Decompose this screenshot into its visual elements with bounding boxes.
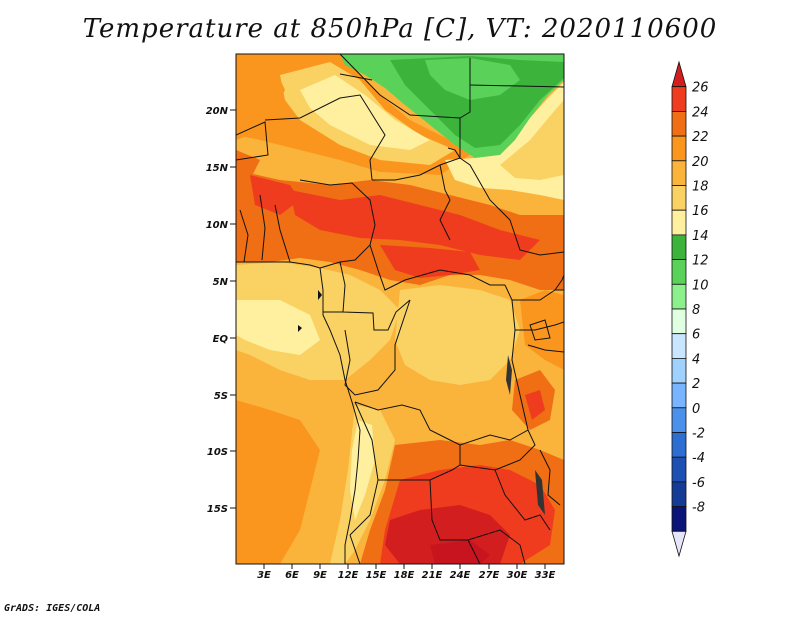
longitude-axis: 3E 6E 9E 12E 15E 18E 21E 24E 27E 30E 33E [257,564,556,581]
colorbar-label-15: -4 [692,451,705,466]
colorbar-swatch-2 [671,111,687,137]
field-east-18 [500,100,564,180]
colorbar-swatch-1 [671,86,687,112]
colorbar-label-0: 26 [692,81,709,96]
lon-label-15e: 15E [366,570,387,581]
colorbar-swatch-17 [671,481,687,507]
field-southatlantic-22 [236,400,320,564]
colorbar-label-4: 18 [692,180,709,195]
colorbar-swatch-19 [671,530,687,558]
colorbar-swatch-3 [671,135,687,162]
field-west-24 [250,175,300,215]
lat-label-10s: 10S [207,447,228,458]
field-gulf-16 [236,300,320,355]
lon-label-3e: 3E [257,570,271,581]
colorbar-swatch-6 [671,209,687,236]
latitude-axis: 20N 15N 10N 5N EQ 5S 10S 15S [206,106,236,515]
colorbar-label-10: 6 [692,328,700,343]
lat-label-5s: 5S [214,391,228,402]
colorbar-label-16: -6 [692,476,705,491]
bioko-island [318,290,322,300]
colorbar-label-2: 22 [692,130,709,145]
colorbar-swatch-4 [671,160,687,186]
colorbar-label-1: 24 [692,105,709,120]
field-sahel-24 [290,190,540,260]
colorbar-swatch-16 [671,456,687,483]
lon-label-33e: 33E [535,570,556,581]
lake-tanganyika [506,355,512,395]
field-eastafrica-24 [525,390,545,420]
lat-label-20n: 20N [206,106,229,117]
colorbar-swatch-13 [671,382,687,409]
colorbar-swatch-0 [671,60,687,88]
footer-credit: GrADS: IGES/COLA [4,603,101,614]
colorbar-label-5: 16 [692,204,709,219]
colorbar-swatch-12 [671,357,687,384]
colorbar-swatch-18 [671,506,687,532]
colorbar-swatch-15 [671,432,687,458]
map-frame [235,53,565,565]
lon-label-9e: 9E [313,570,327,581]
colorbar-label-11: 4 [692,352,700,367]
colorbar-swatch-9 [671,283,687,310]
lon-label-30e: 30E [507,570,528,581]
colorbar-swatch-14 [671,407,687,433]
field-westsahara-20 [236,58,285,140]
field-centralafrica-24 [380,245,480,278]
temperature-map [236,54,564,564]
lon-label-24e: 24E [450,570,471,581]
lake-victoria [529,319,551,341]
field-angola-16 [350,420,375,520]
colorbar-swatch-11 [671,333,687,359]
sao-tome-island [298,325,302,332]
lon-label-6e: 6E [285,570,299,581]
field-north-12 [390,56,564,148]
colorbar-label-6: 14 [692,229,709,244]
lat-label-15s: 15S [207,504,228,515]
colorbar-label-3: 20 [692,155,709,170]
colorbar-label-13: 0 [692,402,700,417]
map-title: Temperature at 850hPa [C], VT: 202011060… [82,14,718,44]
lat-label-15n: 15N [206,163,229,174]
colorbar-swatch-10 [671,308,687,335]
field-south-max [430,540,490,564]
colorbar-label-7: 12 [692,254,709,269]
colorbar-label-14: -2 [692,427,705,442]
country-borders [236,54,564,564]
colorbar-label-8: 10 [692,278,709,293]
east-coastline [554,274,564,291]
lake-malawi [535,470,545,515]
colorbar-swatch-8 [671,259,687,285]
field-north-10b [425,58,520,100]
colorbar-label-12: 2 [692,377,700,392]
lon-label-18e: 18E [394,570,415,581]
lat-label-10n: 10N [206,220,229,231]
field-congo-18 [395,285,520,385]
colorbar-label-9: 8 [692,303,700,318]
lon-label-27e: 27E [479,570,500,581]
lat-label-5n: 5N [213,277,229,288]
colorbar-swatch-7 [671,234,687,260]
colorbar-label-17: -8 [692,501,705,516]
field-eastafrica-20 [520,290,564,370]
lon-label-21e: 21E [422,570,443,581]
west-coastline [236,261,361,564]
colorbar-swatch-5 [671,185,687,211]
field-sahara-16 [300,75,430,150]
lon-label-12e: 12E [338,570,359,581]
lat-label-eq: EQ [213,334,229,345]
